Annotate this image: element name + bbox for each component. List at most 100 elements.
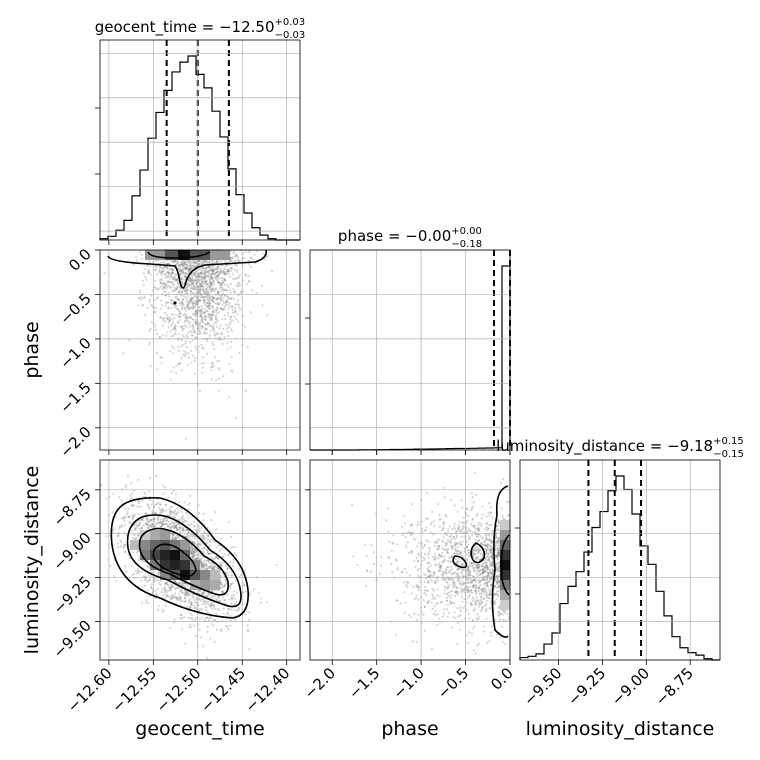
sample-point xyxy=(249,257,252,260)
sample-point xyxy=(174,333,177,336)
sample-point xyxy=(243,569,246,572)
sample-point xyxy=(176,308,179,311)
sample-point xyxy=(476,613,479,616)
sample-point xyxy=(159,518,162,521)
sample-point xyxy=(179,525,182,528)
sample-point xyxy=(171,524,174,528)
sample-point xyxy=(445,608,448,611)
sample-point xyxy=(165,275,169,278)
sample-point xyxy=(181,628,184,631)
sample-point xyxy=(199,289,202,292)
sample-point xyxy=(210,275,213,278)
sample-point xyxy=(244,272,247,276)
sample-point xyxy=(205,332,208,335)
sample-point xyxy=(495,575,498,578)
sample-point xyxy=(142,296,145,300)
sample-point xyxy=(191,555,195,558)
sample-point xyxy=(216,271,219,274)
sample-point xyxy=(171,537,174,540)
sample-point xyxy=(174,327,177,330)
hist-phase-frame xyxy=(309,249,511,451)
sample-point xyxy=(203,559,206,562)
sample-point xyxy=(172,525,175,528)
sample-point xyxy=(205,267,208,270)
sample-point xyxy=(195,336,198,339)
sample-point xyxy=(183,267,186,270)
sample-point xyxy=(177,282,180,285)
sample-point xyxy=(127,515,130,518)
sample-point xyxy=(179,272,182,275)
sample-point xyxy=(211,278,214,281)
sample-point xyxy=(192,327,195,331)
sample-point xyxy=(145,518,148,521)
sample-point xyxy=(164,582,167,585)
sample-point xyxy=(154,268,157,271)
sample-point xyxy=(222,556,225,559)
sample-point xyxy=(170,335,173,338)
sample-point xyxy=(186,272,189,275)
sample-point xyxy=(179,595,182,599)
sample-point xyxy=(234,600,238,604)
sample-point xyxy=(137,568,140,571)
sample-point xyxy=(151,305,154,309)
sample-point xyxy=(221,596,224,599)
sample-point xyxy=(144,512,148,515)
sample-point xyxy=(177,598,180,601)
sample-point xyxy=(188,495,191,498)
sample-point xyxy=(212,280,215,283)
sample-point xyxy=(174,500,177,503)
sample-point xyxy=(167,272,170,275)
sample-point xyxy=(216,275,219,278)
sample-point xyxy=(174,273,177,276)
sample-point xyxy=(212,558,215,561)
sample-point xyxy=(210,282,214,285)
sample-point xyxy=(205,305,208,308)
sample-point xyxy=(176,582,179,585)
sample-point xyxy=(197,281,200,284)
sample-point xyxy=(229,574,232,577)
sample-point xyxy=(183,321,186,324)
sample-point xyxy=(194,261,198,265)
sample-point xyxy=(182,529,185,532)
sample-point xyxy=(150,587,153,590)
sample-point xyxy=(456,510,459,513)
sample-point xyxy=(165,267,168,270)
sample-point xyxy=(219,286,222,289)
sample-point xyxy=(472,548,475,551)
sample-point xyxy=(159,503,162,506)
sample-point xyxy=(174,525,177,528)
sample-point xyxy=(217,270,220,273)
sample-point xyxy=(221,281,224,284)
sample-point xyxy=(236,303,239,306)
sample-point xyxy=(203,563,206,566)
sample-point xyxy=(187,301,190,305)
sample-point xyxy=(202,562,205,565)
sample-point xyxy=(118,496,121,499)
sample-point xyxy=(175,264,178,267)
sample-point xyxy=(201,288,204,291)
sample-point xyxy=(180,590,183,593)
sample-point xyxy=(227,608,230,611)
sample-point xyxy=(205,310,208,313)
sample-point xyxy=(207,560,210,563)
sample-point xyxy=(163,486,166,489)
sample-point xyxy=(198,558,201,561)
sample-point xyxy=(119,539,122,542)
sample-point xyxy=(244,613,247,616)
sample-point xyxy=(194,311,197,314)
sample-point xyxy=(459,587,462,590)
sample-point xyxy=(207,270,210,273)
sample-point xyxy=(192,551,195,554)
sample-point xyxy=(230,259,233,262)
sample-point xyxy=(222,289,225,292)
sample-point xyxy=(234,579,237,582)
sample-point xyxy=(234,254,237,257)
sample-point xyxy=(429,571,432,574)
sample-point xyxy=(153,310,156,314)
sample-point xyxy=(143,578,147,581)
sample-point xyxy=(173,283,176,286)
sample-point xyxy=(181,527,184,530)
sample-point xyxy=(230,571,233,574)
sample-point xyxy=(213,567,216,570)
sample-point xyxy=(181,264,185,267)
